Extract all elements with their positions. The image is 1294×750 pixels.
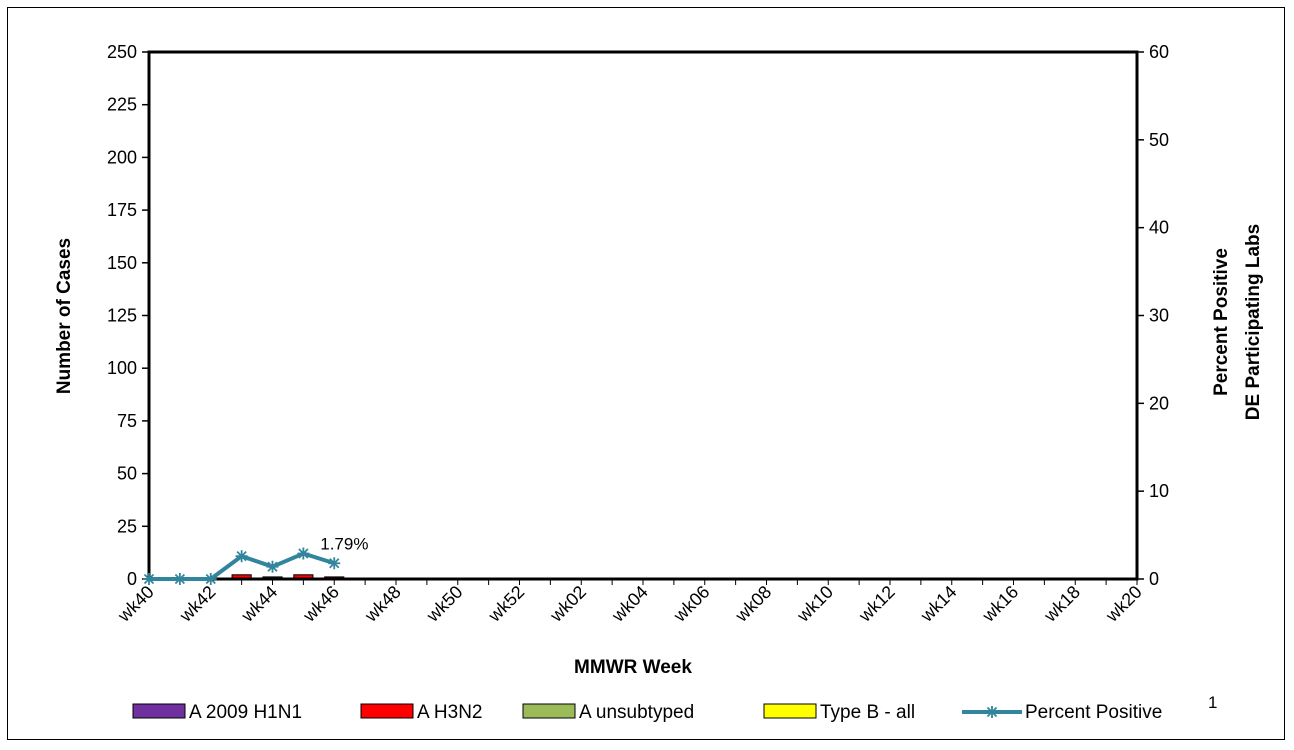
y-axis-title-right-line1: Percent Positive bbox=[1211, 248, 1232, 396]
x-tick-label: wk12 bbox=[854, 582, 899, 627]
right-tick-label: 40 bbox=[1149, 218, 1169, 238]
left-tick-label: 25 bbox=[117, 516, 137, 536]
x-tick-label: wk42 bbox=[175, 582, 220, 627]
legend-swatch-type-b-all bbox=[763, 703, 817, 719]
x-tick-label: wk16 bbox=[978, 582, 1023, 627]
x-tick-label: wk46 bbox=[299, 582, 344, 627]
percent-positive-point bbox=[204, 573, 217, 585]
y-axis-title-left: Number of Cases bbox=[54, 238, 75, 394]
left-tick-label: 225 bbox=[107, 95, 137, 115]
left-axis: 0 25 50 75 100 125 150 175 200 225 250 bbox=[107, 42, 149, 589]
x-tick-label: wk48 bbox=[360, 582, 405, 627]
percent-positive-point bbox=[143, 573, 155, 585]
x-tick-label: wk50 bbox=[422, 582, 467, 627]
left-tick-label: 200 bbox=[107, 147, 137, 167]
legend-swatch-a-2009-h1n1 bbox=[132, 703, 186, 719]
x-tick-label: wk06 bbox=[669, 582, 714, 627]
right-tick-label: 50 bbox=[1149, 130, 1169, 150]
percent-positive-line-layer bbox=[143, 547, 341, 585]
legend: A 2009 H1N1 A H3N2 A unsubtyped Type B - al… bbox=[132, 693, 1217, 723]
legend-swatch-a-h3n2 bbox=[360, 703, 414, 719]
x-tick-label: wk44 bbox=[237, 582, 282, 627]
right-tick-label: 0 bbox=[1149, 569, 1159, 589]
percent-positive-point bbox=[328, 557, 341, 570]
chart-frame bbox=[7, 7, 1285, 740]
x-tick-label: wk04 bbox=[607, 582, 652, 627]
legend-label-a-2009-h1n1: A 2009 H1N1 bbox=[189, 702, 302, 723]
left-tick-label: 150 bbox=[107, 253, 137, 273]
percent-positive-point bbox=[173, 573, 186, 585]
legend-swatch-a-unsubtyped bbox=[522, 703, 576, 719]
percent-positive-point bbox=[297, 547, 310, 560]
left-tick-label: 0 bbox=[127, 569, 137, 589]
x-tick-label: wk52 bbox=[484, 582, 529, 627]
x-tick-label: wk18 bbox=[1040, 582, 1085, 627]
x-tick-label: wk14 bbox=[916, 582, 961, 627]
annotation-layer: 1.79% bbox=[320, 534, 368, 553]
x-axis: wk40 wk42 wk44 wk46 wk48 wk50 wk52 wk02 wk04 wk06… bbox=[113, 579, 1146, 626]
right-tick-label: 20 bbox=[1149, 393, 1169, 413]
x-tick-label: wk08 bbox=[731, 582, 776, 627]
left-tick-label: 250 bbox=[107, 42, 137, 62]
right-tick-label: 60 bbox=[1149, 42, 1169, 62]
legend-label-a-h3n2: A H3N2 bbox=[417, 702, 482, 723]
x-tick-label: wk02 bbox=[546, 582, 591, 627]
x-axis-title: MMWR Week bbox=[574, 657, 692, 678]
right-axis: 0 10 20 30 40 50 60 bbox=[1137, 42, 1169, 589]
left-tick-label: 125 bbox=[107, 306, 137, 326]
x-tick-label: wk20 bbox=[1101, 582, 1146, 627]
data-label-percent: 1.79% bbox=[320, 534, 368, 553]
legend-footnote-marker: 1 bbox=[1208, 693, 1217, 712]
legend-label-type-b-all: Type B - all bbox=[820, 702, 915, 723]
left-tick-label: 75 bbox=[117, 411, 137, 431]
percent-positive-point bbox=[235, 550, 248, 563]
percent-positive-point bbox=[266, 560, 279, 573]
left-tick-label: 100 bbox=[107, 358, 137, 378]
y-axis-title-right-line2: DE Participating Labs bbox=[1243, 224, 1264, 420]
left-tick-label: 50 bbox=[117, 464, 137, 484]
legend-label-percent-positive: Percent Positive bbox=[1025, 702, 1162, 723]
x-tick-label: wk10 bbox=[793, 582, 838, 627]
right-tick-label: 30 bbox=[1149, 306, 1169, 326]
legend-marker-percent-positive bbox=[986, 706, 998, 718]
plot-area-border bbox=[147, 50, 1139, 581]
right-tick-label: 10 bbox=[1149, 481, 1169, 501]
legend-label-a-unsubtyped: A unsubtyped bbox=[579, 702, 694, 723]
left-tick-label: 175 bbox=[107, 200, 137, 220]
